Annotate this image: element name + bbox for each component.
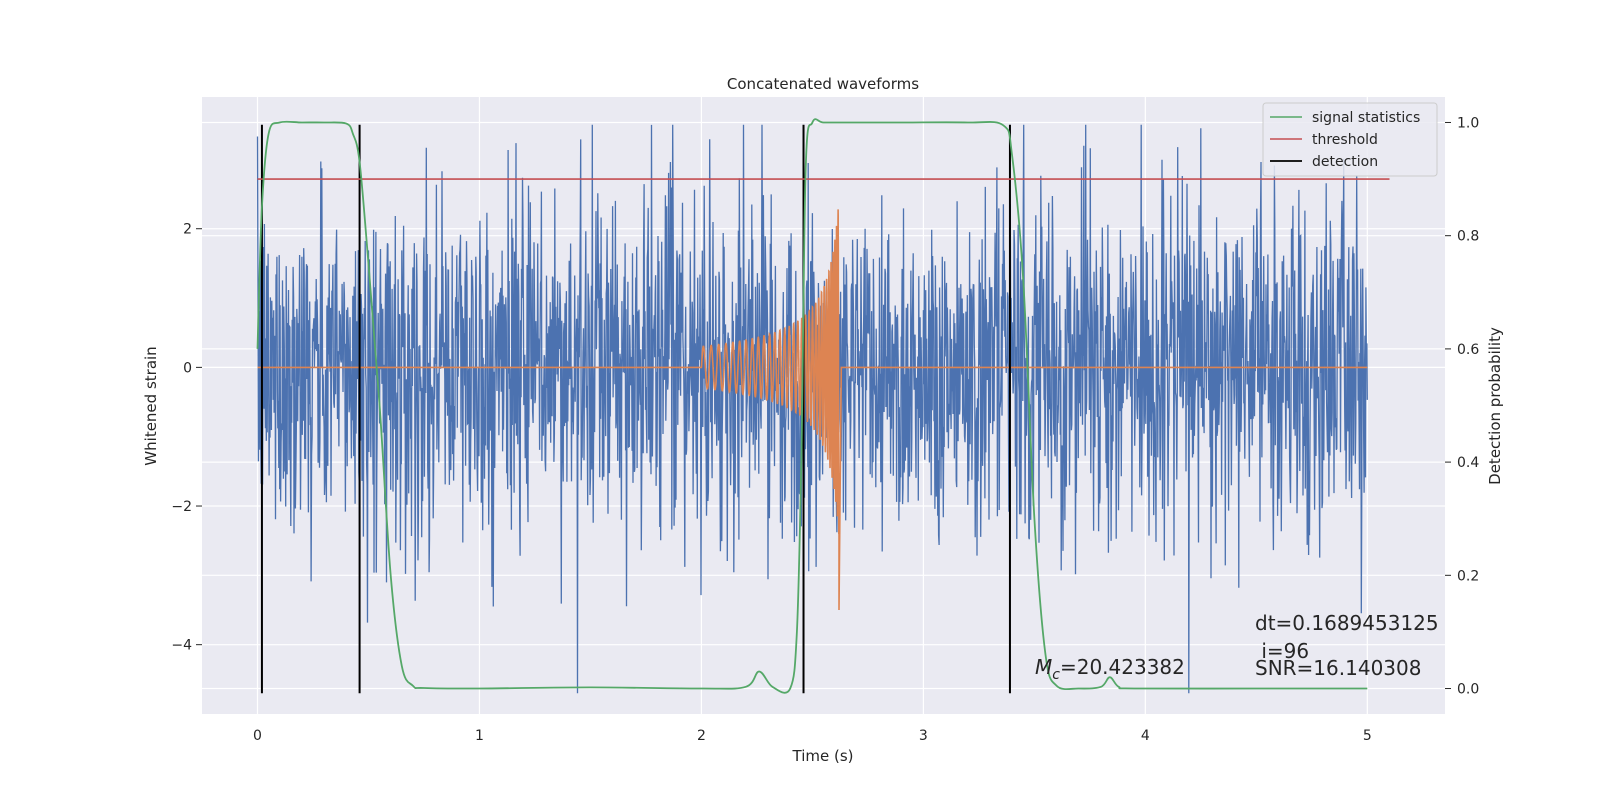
y-tick-label: 0 (183, 360, 192, 376)
x-tick-label: 2 (697, 728, 706, 744)
y-axis-label: Whitened strain (142, 346, 160, 465)
legend: signal statistics threshold detection (1262, 102, 1438, 177)
annotation-mc-symbol: M (1035, 655, 1052, 679)
annotation-i: i=96 (1255, 639, 1309, 663)
y2-tick-label: 0.8 (1457, 229, 1479, 245)
y2-tick-label: 0.4 (1457, 455, 1479, 471)
annotation-mc-subscript: c (1052, 667, 1060, 683)
strain-series (256, 124, 1368, 694)
legend-label-threshold: threshold (1312, 132, 1378, 148)
legend-box (1262, 102, 1438, 177)
x-tick-label: 3 (919, 728, 928, 744)
x-tick-label: 4 (1141, 728, 1150, 744)
y2-tick-label: 0.0 (1457, 682, 1479, 698)
statistics-line (256, 118, 1368, 694)
annotation-mc: Mc=20.423382 (1035, 655, 1185, 683)
annotation-mc-value: =20.423382 (1060, 655, 1185, 679)
strain-line (256, 124, 1368, 694)
legend-label-statistics: signal statistics (1312, 110, 1420, 126)
x-tick-label: 1 (475, 728, 484, 744)
x-tick-label: 5 (1363, 728, 1372, 744)
y-tick-label: 2 (183, 222, 192, 238)
legend-label-detection: detection (1312, 154, 1378, 170)
axis-ticks: 0 1 2 3 4 5 −4 −2 0 2 0.0 0.2 0.4 0.6 0.8 1.0 (171, 115, 1479, 744)
annotation-snr: SNR=16.140308 (1255, 656, 1421, 680)
y2-axis-label: Detection probability (1486, 327, 1504, 485)
statistics-series (256, 118, 1368, 694)
injection-series (257, 209, 1368, 611)
y2-tick-label: 0.2 (1457, 568, 1479, 584)
y2-tick-label: 0.6 (1457, 342, 1479, 358)
injection-line (257, 209, 1368, 611)
chart-title: Concatenated waveforms (727, 75, 919, 93)
y-tick-label: −2 (171, 499, 192, 515)
y-tick-label: −4 (171, 638, 192, 654)
y2-tick-label: 1.0 (1457, 115, 1479, 131)
x-axis-label: Time (s) (792, 747, 854, 765)
x-tick-label: 0 (253, 728, 262, 744)
annotation-dt: dt=0.1689453125 (1255, 611, 1439, 635)
